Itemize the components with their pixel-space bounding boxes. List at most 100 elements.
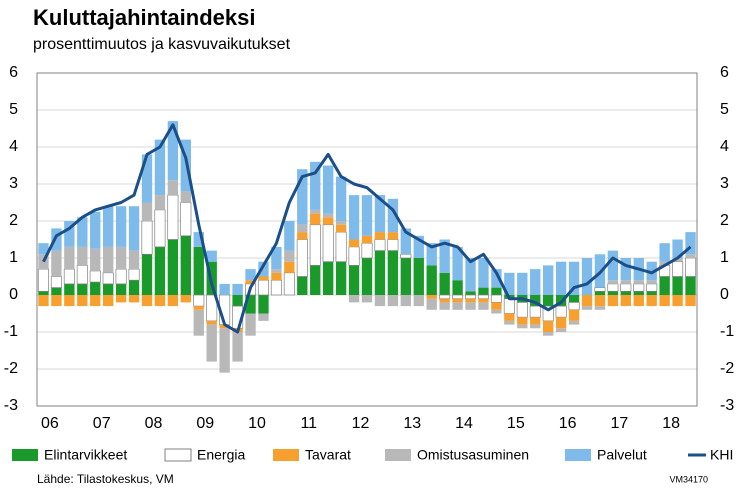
bar-segment — [374, 232, 386, 240]
bar-segment — [620, 280, 631, 284]
bar-segment — [297, 169, 308, 225]
bar-segment — [452, 280, 463, 295]
bar-segment — [439, 272, 450, 295]
bar-segment — [439, 239, 450, 273]
bar-segment — [51, 250, 62, 277]
bar-segment — [413, 295, 424, 307]
bar-segment — [607, 295, 619, 307]
bar-segment — [154, 295, 166, 307]
bar-segment — [63, 268, 75, 285]
bar-segment — [646, 283, 658, 292]
bar-segment — [361, 195, 373, 236]
y2-tick-label: 0 — [720, 286, 729, 303]
bar-segment — [387, 232, 399, 240]
bar-segment — [685, 232, 696, 255]
legend-label: Elintarvikkeet — [44, 447, 127, 463]
bar-segment — [284, 250, 295, 262]
bar-segment — [646, 295, 657, 307]
bar-segment — [348, 246, 360, 266]
bar-segment — [167, 239, 179, 295]
bar-segment — [581, 306, 593, 310]
bar-segment — [115, 283, 127, 295]
y2-tick-label: -1 — [720, 323, 734, 340]
bar-segment — [543, 320, 554, 332]
bar-segment — [581, 258, 593, 295]
bar-segment — [478, 287, 489, 295]
bar-segment — [245, 269, 256, 281]
bar-segment — [323, 217, 334, 225]
bar-segment — [128, 280, 140, 295]
bar-segment — [271, 269, 282, 273]
bar-segment — [568, 309, 580, 321]
bar-segment — [77, 217, 88, 247]
bar-segment — [128, 295, 140, 303]
bar-segment — [594, 291, 606, 295]
bar-segment — [672, 239, 683, 258]
y2-tick-label: 6 — [720, 64, 729, 81]
bar-segment — [387, 198, 399, 233]
bar-segment — [543, 265, 554, 295]
bar-segment — [167, 180, 179, 196]
bar-segment — [38, 295, 49, 307]
bar-segment — [633, 283, 645, 292]
bar-segment — [322, 224, 334, 263]
bar-segment — [685, 276, 696, 295]
bar-segment — [180, 295, 191, 303]
chart-subtitle: prosenttimuutos ja kasvuvaikutukset — [33, 36, 291, 53]
bar-segment — [335, 231, 347, 263]
bar-segment — [490, 294, 502, 303]
bar-segment — [607, 280, 619, 284]
bar-segment — [568, 320, 580, 325]
y-tick-label: -3 — [4, 397, 18, 414]
bar-segment — [258, 276, 269, 281]
bar-segment — [77, 246, 88, 266]
x-tick-label: 16 — [559, 415, 577, 432]
bar-segment — [659, 243, 670, 262]
legend-swatch — [565, 449, 591, 461]
y2-tick-label: 4 — [720, 138, 729, 155]
legend-label: Tavarat — [305, 447, 351, 463]
bar-segment — [348, 295, 360, 303]
y-tick-label: 3 — [9, 175, 18, 192]
bar-segment — [426, 243, 437, 266]
bar-segment — [128, 206, 140, 251]
y2-tick-label: -2 — [720, 360, 734, 377]
bar-segment — [193, 246, 204, 295]
bar-segment — [310, 213, 321, 225]
bar-segment — [271, 272, 282, 281]
bar-segment — [543, 332, 554, 336]
bar-segment — [491, 302, 502, 310]
bar-segment — [232, 332, 243, 362]
bar-segment — [141, 220, 153, 255]
bar-segment — [323, 165, 334, 214]
y-tick-label: 0 — [9, 286, 18, 303]
bar-segment — [141, 154, 153, 203]
line — [42, 123, 692, 334]
bar-segment — [206, 250, 217, 262]
bar-segment — [568, 302, 580, 311]
bar-segment — [491, 287, 502, 295]
bar-segment — [154, 139, 166, 196]
bar-segment — [310, 265, 321, 295]
bar-segment — [620, 283, 632, 292]
bar-segment — [245, 280, 256, 284]
bar-segment — [309, 224, 321, 266]
bar-segment — [633, 291, 644, 295]
bar-segment — [51, 287, 62, 295]
y-tick-label: -2 — [4, 360, 18, 377]
bar-segment — [77, 295, 88, 307]
y2-tick-label: 1 — [720, 249, 729, 266]
bar-segment — [361, 258, 373, 295]
legend-swatch — [164, 448, 192, 462]
bar-segment — [400, 253, 412, 259]
bar-segment — [530, 317, 541, 325]
x-tick-label: 17 — [610, 415, 628, 432]
bar-segment — [685, 295, 696, 307]
legend-swatch — [385, 449, 411, 461]
x-tick-label: 12 — [352, 415, 370, 432]
bar-segment — [672, 261, 684, 277]
bar-segment — [348, 239, 360, 247]
bar-segment — [672, 276, 683, 295]
bar-segment — [478, 298, 489, 303]
